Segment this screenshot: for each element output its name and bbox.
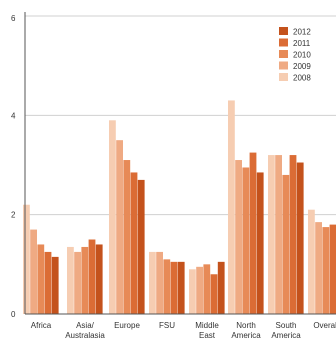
y-tick-label: 2 xyxy=(11,211,16,220)
bar-2012 xyxy=(137,179,145,314)
bar-2008 xyxy=(23,204,30,314)
x-tick-label: North xyxy=(236,321,256,330)
bar-2009 xyxy=(116,140,123,314)
x-tick-label: South xyxy=(276,321,297,330)
bar-2010 xyxy=(242,167,250,314)
bar-2009 xyxy=(315,222,322,314)
x-tick-label: America xyxy=(231,331,261,340)
bar-2009 xyxy=(275,155,282,314)
bar-2008 xyxy=(109,120,116,314)
bar-2009 xyxy=(74,251,81,314)
x-tick-label: Asia/ xyxy=(76,321,95,330)
x-tick-label: Overall xyxy=(313,321,336,330)
bar-2010 xyxy=(37,244,45,314)
legend-label: 2009 xyxy=(293,62,311,71)
bar-2011 xyxy=(289,155,297,314)
bar-2010 xyxy=(322,227,330,314)
legend-swatch xyxy=(279,73,288,81)
bar-2011 xyxy=(329,224,336,314)
legend-label: 2010 xyxy=(293,51,311,60)
legend: 2012 2011 2010 2009 2008 xyxy=(279,27,311,83)
bar-2012 xyxy=(51,256,59,314)
bar-2011 xyxy=(44,251,52,314)
bar-2012 xyxy=(296,162,304,314)
bar-2008 xyxy=(308,209,315,314)
bar-2011 xyxy=(210,274,218,314)
bar-2008 xyxy=(268,155,275,314)
bar-2010 xyxy=(81,246,89,314)
legend-label: 2012 xyxy=(293,28,311,37)
bar-2011 xyxy=(249,152,257,314)
legend-swatch xyxy=(279,50,288,58)
legend-swatch xyxy=(279,27,288,35)
bar-2011 xyxy=(170,261,178,314)
x-tick-label: Africa xyxy=(31,321,52,330)
bar-2009 xyxy=(235,160,242,314)
bar-2012 xyxy=(177,261,185,314)
bar-2011 xyxy=(130,172,138,314)
bars xyxy=(23,100,336,314)
gridlines xyxy=(25,15,336,216)
x-tick-label: Middle xyxy=(195,321,219,330)
bar-2012 xyxy=(95,244,103,314)
bar-2011 xyxy=(88,239,96,314)
x-tick-label: FSU xyxy=(159,321,175,330)
x-tick-label: East xyxy=(199,331,216,340)
bar-2010 xyxy=(203,264,211,314)
bar-2009 xyxy=(30,229,37,314)
y-tick-label: 6 xyxy=(11,14,16,23)
bar-2009 xyxy=(156,251,163,314)
legend-label: 2011 xyxy=(293,39,311,48)
bar-2010 xyxy=(282,174,290,314)
bar-2008 xyxy=(149,251,156,314)
x-tick-label: America xyxy=(271,331,301,340)
x-tick-label: Europe xyxy=(114,321,140,330)
bar-2010 xyxy=(123,160,131,314)
y-tick-label: 4 xyxy=(11,111,16,120)
bar-2008 xyxy=(228,100,235,314)
x-tick-label: Australasia xyxy=(65,331,105,340)
bar-2009 xyxy=(196,266,203,314)
y-tick-label: 0 xyxy=(11,310,16,319)
bar-2012 xyxy=(217,261,225,314)
legend-label: 2008 xyxy=(293,74,311,83)
bar-2012 xyxy=(256,172,264,314)
bar-2008 xyxy=(189,269,196,314)
bar-2008 xyxy=(67,246,74,314)
bar-2010 xyxy=(163,259,171,314)
legend-swatch xyxy=(279,38,288,47)
legend-swatch xyxy=(279,61,288,70)
